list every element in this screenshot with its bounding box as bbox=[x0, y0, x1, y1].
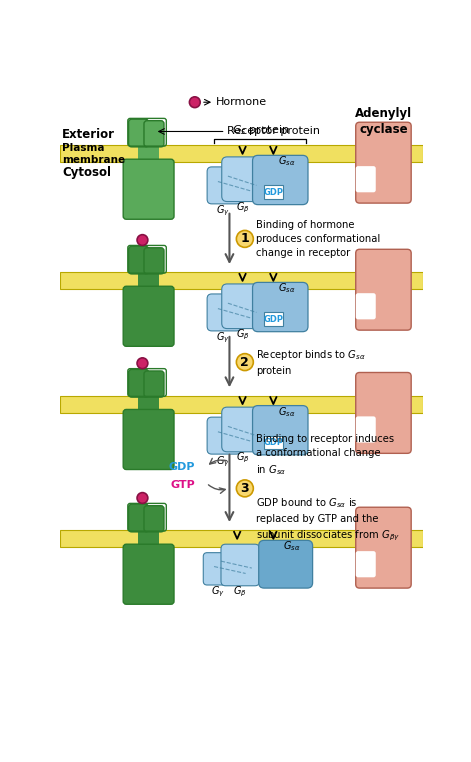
Bar bbox=[138, 266, 159, 276]
FancyBboxPatch shape bbox=[356, 551, 376, 578]
FancyBboxPatch shape bbox=[222, 157, 263, 202]
Text: $G_γ$: $G_γ$ bbox=[216, 204, 229, 218]
Bar bbox=[60, 395, 423, 412]
Bar bbox=[144, 255, 153, 269]
Text: $G_β$: $G_β$ bbox=[233, 584, 246, 599]
Text: Exterior: Exterior bbox=[62, 129, 115, 142]
Circle shape bbox=[137, 358, 148, 369]
Text: $G_{sα}$: $G_{sα}$ bbox=[278, 282, 296, 296]
Bar bbox=[60, 272, 423, 290]
FancyBboxPatch shape bbox=[252, 405, 308, 455]
FancyBboxPatch shape bbox=[222, 284, 263, 328]
FancyBboxPatch shape bbox=[356, 416, 376, 443]
Text: $G_γ$: $G_γ$ bbox=[216, 331, 229, 345]
Text: $G_β$: $G_β$ bbox=[236, 451, 249, 466]
Bar bbox=[60, 146, 423, 162]
Text: $G_γ$: $G_γ$ bbox=[211, 584, 225, 599]
FancyBboxPatch shape bbox=[252, 155, 308, 205]
FancyBboxPatch shape bbox=[356, 122, 411, 203]
FancyBboxPatch shape bbox=[207, 294, 241, 331]
FancyBboxPatch shape bbox=[123, 159, 174, 219]
FancyBboxPatch shape bbox=[207, 167, 241, 204]
FancyBboxPatch shape bbox=[259, 540, 313, 588]
FancyBboxPatch shape bbox=[252, 283, 308, 331]
Bar bbox=[138, 392, 159, 416]
Circle shape bbox=[236, 230, 253, 248]
FancyBboxPatch shape bbox=[356, 373, 411, 453]
FancyBboxPatch shape bbox=[129, 370, 149, 397]
Bar bbox=[138, 524, 159, 533]
FancyBboxPatch shape bbox=[123, 287, 174, 346]
FancyBboxPatch shape bbox=[356, 507, 411, 588]
FancyBboxPatch shape bbox=[356, 293, 376, 319]
Bar bbox=[138, 268, 159, 293]
Text: 2: 2 bbox=[241, 356, 249, 369]
Circle shape bbox=[189, 97, 200, 107]
Circle shape bbox=[236, 354, 253, 370]
FancyBboxPatch shape bbox=[356, 249, 411, 330]
FancyBboxPatch shape bbox=[203, 552, 233, 585]
Text: GDP: GDP bbox=[263, 315, 284, 324]
Bar bbox=[138, 139, 159, 149]
FancyBboxPatch shape bbox=[129, 504, 149, 532]
FancyBboxPatch shape bbox=[221, 544, 260, 586]
Bar bbox=[60, 530, 423, 547]
Text: GDP: GDP bbox=[263, 187, 284, 197]
Text: 3: 3 bbox=[241, 482, 249, 495]
Text: Binding to receptor induces
a conformational change
in $G_{s\alpha}$

GDP bound : Binding to receptor induces a conformati… bbox=[256, 434, 401, 543]
Bar bbox=[144, 379, 153, 392]
FancyBboxPatch shape bbox=[144, 248, 164, 274]
Bar bbox=[264, 312, 283, 326]
Text: Cytosol: Cytosol bbox=[62, 166, 111, 179]
FancyBboxPatch shape bbox=[129, 119, 149, 147]
Bar bbox=[138, 142, 159, 166]
FancyBboxPatch shape bbox=[123, 409, 174, 469]
Text: $G_β$: $G_β$ bbox=[236, 200, 249, 215]
FancyBboxPatch shape bbox=[222, 407, 263, 452]
Text: Binding of hormone
produces conformational
change in receptor: Binding of hormone produces conformation… bbox=[256, 220, 381, 258]
Bar bbox=[138, 527, 159, 551]
Text: GDP: GDP bbox=[168, 462, 195, 472]
FancyBboxPatch shape bbox=[356, 166, 376, 192]
Bar bbox=[144, 514, 153, 527]
Bar bbox=[264, 436, 283, 450]
Text: Plasma
membrane: Plasma membrane bbox=[62, 143, 125, 165]
FancyBboxPatch shape bbox=[123, 544, 174, 604]
Text: Adenylyl
cyclase: Adenylyl cyclase bbox=[355, 107, 412, 136]
Text: Receptor protein: Receptor protein bbox=[227, 126, 320, 136]
Circle shape bbox=[236, 480, 253, 497]
Bar bbox=[144, 129, 153, 142]
FancyBboxPatch shape bbox=[144, 371, 164, 397]
FancyBboxPatch shape bbox=[144, 120, 164, 147]
Text: $G_γ$: $G_γ$ bbox=[216, 454, 229, 469]
Text: $G_s$ protein: $G_s$ protein bbox=[232, 123, 289, 137]
Circle shape bbox=[137, 235, 148, 245]
Text: 1: 1 bbox=[241, 232, 249, 245]
Text: Hormone: Hormone bbox=[216, 98, 267, 107]
FancyBboxPatch shape bbox=[144, 506, 164, 532]
Text: GDP: GDP bbox=[263, 438, 284, 447]
Text: $G_{sα}$: $G_{sα}$ bbox=[278, 155, 296, 168]
Bar bbox=[138, 389, 159, 399]
Text: $G_{sα}$: $G_{sα}$ bbox=[283, 539, 300, 553]
FancyBboxPatch shape bbox=[207, 417, 241, 454]
FancyBboxPatch shape bbox=[129, 246, 149, 274]
Text: GTP: GTP bbox=[170, 479, 195, 489]
Circle shape bbox=[137, 492, 148, 504]
Text: $G_{sα}$: $G_{sα}$ bbox=[278, 405, 296, 418]
Text: $G_β$: $G_β$ bbox=[236, 328, 249, 342]
Text: Receptor binds to $G_{s\alpha}$
protein: Receptor binds to $G_{s\alpha}$ protein bbox=[256, 348, 366, 376]
Bar bbox=[264, 185, 283, 199]
